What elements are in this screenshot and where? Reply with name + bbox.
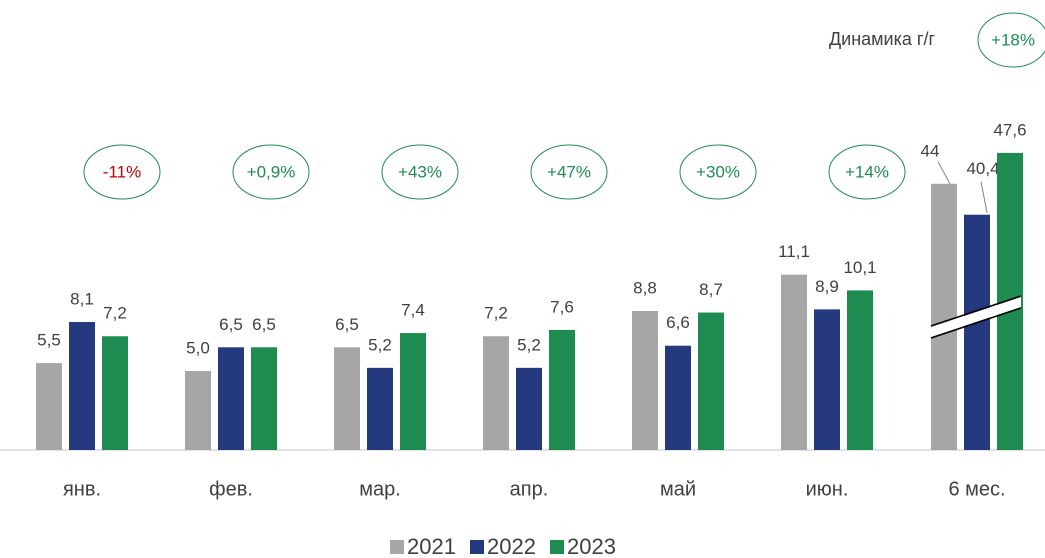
value-label: 7,4 xyxy=(401,301,425,320)
dynamics-label: +47% xyxy=(547,162,591,181)
value-label: 5,0 xyxy=(186,338,210,357)
x-tick-label: май xyxy=(660,478,696,500)
bar xyxy=(334,347,360,450)
x-tick-label: июн. xyxy=(806,478,849,500)
x-tick-label: апр. xyxy=(510,478,549,500)
bar xyxy=(516,367,542,450)
x-tick-label: фев. xyxy=(209,478,253,500)
leader-line xyxy=(980,181,988,213)
dynamics-label: +0,9% xyxy=(247,162,296,181)
legend-swatch xyxy=(390,540,404,554)
bar xyxy=(781,274,807,450)
axis-break-line xyxy=(930,295,1022,327)
value-label: 7,2 xyxy=(484,304,508,323)
legend-swatch xyxy=(550,540,564,554)
dynamics-ellipse xyxy=(679,144,757,200)
value-label: 5,2 xyxy=(368,335,392,354)
dynamics-label: +14% xyxy=(845,162,889,181)
dynamics-label: +30% xyxy=(696,162,740,181)
value-label: 6,6 xyxy=(666,313,690,332)
value-label: 7,6 xyxy=(550,297,574,316)
bar xyxy=(102,336,128,450)
legend-label: 2022 xyxy=(487,534,536,558)
legend-label: 2023 xyxy=(567,534,616,558)
dynamics-ellipse xyxy=(381,144,459,200)
bar xyxy=(185,371,211,450)
legend-swatch xyxy=(470,540,484,554)
bar xyxy=(847,290,873,450)
bar xyxy=(931,183,957,450)
dynamics-title: Динамика г/г xyxy=(829,29,935,49)
dynamics-ellipse xyxy=(232,144,310,200)
value-label: 5,5 xyxy=(37,331,61,350)
dynamics-label: -11% xyxy=(103,162,141,181)
bar xyxy=(665,345,691,450)
value-label: 40,4 xyxy=(966,159,999,178)
value-label: 8,1 xyxy=(70,290,94,309)
value-label: 6,5 xyxy=(219,315,243,334)
value-label: 7,2 xyxy=(103,304,127,323)
dynamics-ellipse xyxy=(828,144,906,200)
x-tick-label: янв. xyxy=(63,478,101,500)
axis-break-gap xyxy=(931,297,1021,337)
value-label: 8,7 xyxy=(699,280,723,299)
dynamics-total: +18% xyxy=(991,30,1035,49)
value-label: 11,1 xyxy=(778,242,810,261)
leader-line xyxy=(937,161,951,185)
value-label: 5,2 xyxy=(517,335,541,354)
value-label: 47,6 xyxy=(993,120,1026,139)
x-tick-label: мар. xyxy=(359,478,401,500)
dynamics-ellipse xyxy=(977,12,1045,68)
axis-break-line xyxy=(930,307,1022,339)
dynamics-ellipse xyxy=(530,144,608,200)
value-label: 8,9 xyxy=(815,277,839,296)
bar xyxy=(549,329,575,450)
bar xyxy=(218,347,244,450)
x-tick-label: 6 мес. xyxy=(948,478,1005,500)
value-label: 8,8 xyxy=(633,278,657,297)
bar xyxy=(483,336,509,450)
bar xyxy=(36,363,62,450)
bar xyxy=(69,322,95,450)
bar xyxy=(367,367,393,450)
dynamics-label: +43% xyxy=(398,162,442,181)
value-label: 44 xyxy=(921,141,940,160)
bar xyxy=(400,333,426,450)
legend-label: 2021 xyxy=(407,534,456,558)
bar xyxy=(964,214,990,450)
value-label: 10,1 xyxy=(843,258,876,277)
bar xyxy=(632,310,658,450)
value-label: 6,5 xyxy=(252,315,276,334)
bar xyxy=(251,347,277,450)
bar xyxy=(814,309,840,450)
dynamics-ellipse xyxy=(83,144,161,200)
value-label: 6,5 xyxy=(335,315,359,334)
bar xyxy=(698,312,724,450)
